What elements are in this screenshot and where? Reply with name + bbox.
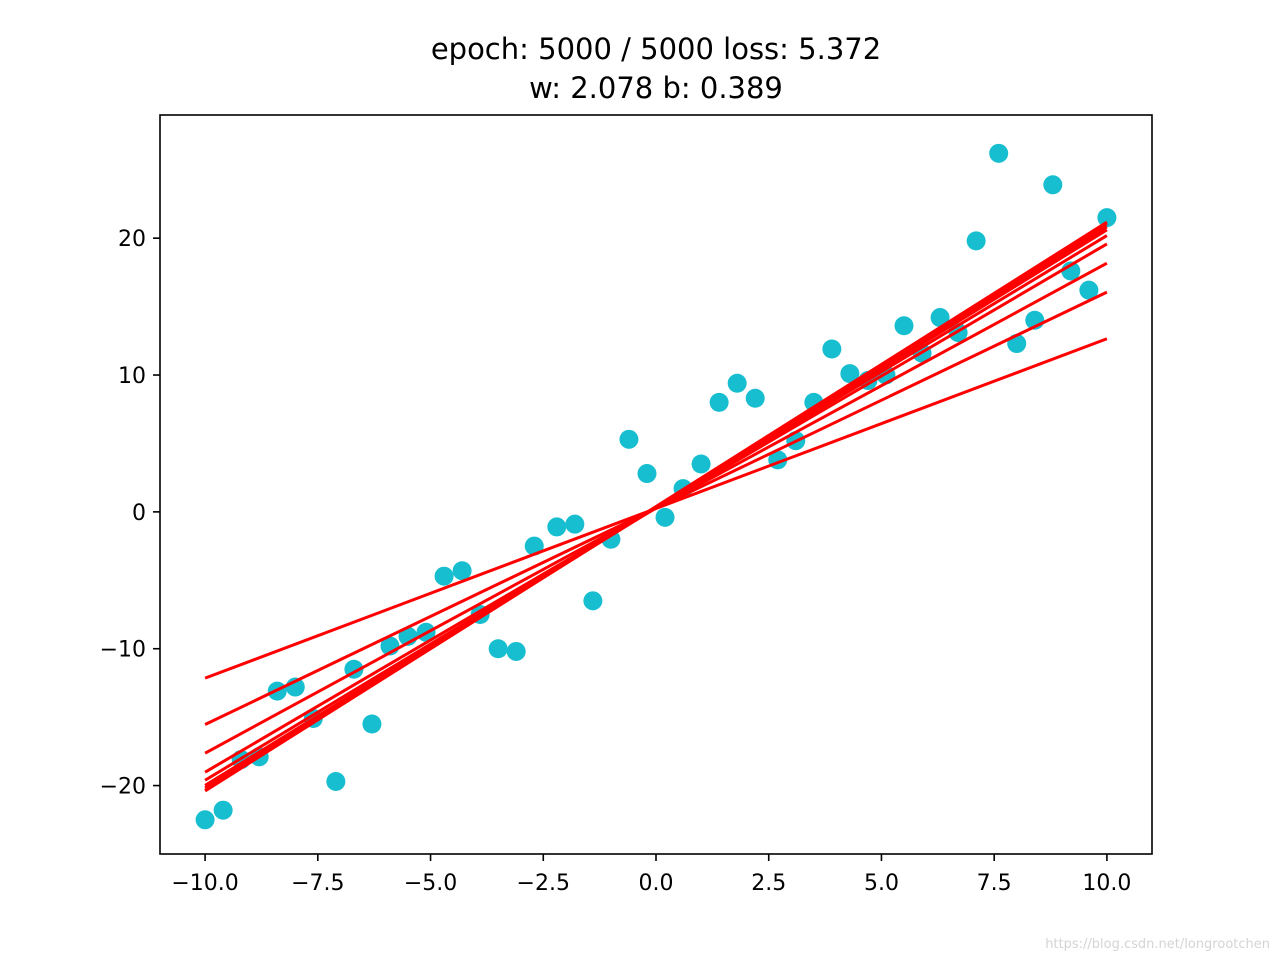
scatter-point	[488, 639, 508, 659]
scatter-point	[966, 231, 986, 251]
scatter-point	[506, 641, 526, 661]
y-tick-label: 20	[118, 227, 146, 252]
scatter-point	[1079, 280, 1099, 300]
scatter-point	[326, 771, 346, 791]
watermark-text: https://blog.csdn.net/longrootchen	[1045, 937, 1270, 952]
scatter-point	[434, 566, 454, 586]
x-tick-label: −5.0	[404, 871, 457, 896]
scatter-point	[1097, 208, 1117, 228]
y-axis: −20 −10 0 10 20	[100, 227, 160, 800]
scatter-point	[547, 517, 567, 537]
plot-content	[195, 143, 1117, 830]
plot-frame	[159, 114, 1153, 855]
y-tick-label: 10	[118, 364, 146, 389]
scatter-point	[637, 464, 657, 484]
scatter-point	[1043, 175, 1063, 195]
x-tick-label: −2.5	[517, 871, 570, 896]
scatter-point	[195, 810, 215, 830]
scatter-point	[565, 514, 585, 534]
scatter-point	[840, 364, 860, 384]
y-tick-label: 0	[132, 501, 146, 526]
y-tick-label: −20	[100, 775, 146, 800]
x-tick-label: −10.0	[171, 871, 238, 896]
x-axis: −10.0 −7.5 −5.0 −2.5 0.0 2.5 5.0 7.5 10.0	[171, 854, 1131, 896]
scatter-point	[362, 714, 382, 734]
scatter-point	[655, 507, 675, 527]
x-tick-label: 10.0	[1082, 871, 1131, 896]
scatter-point	[213, 800, 233, 820]
scatter-point	[619, 429, 639, 449]
scatter-point	[524, 536, 544, 556]
x-tick-label: 7.5	[977, 871, 1012, 896]
scatter-point	[709, 392, 729, 412]
scatter-point	[691, 454, 711, 474]
x-tick-label: −7.5	[291, 871, 344, 896]
x-tick-label: 0.0	[639, 871, 674, 896]
x-tick-label: 2.5	[751, 871, 786, 896]
fit-line-9	[204, 220, 1108, 793]
scatter-point	[583, 591, 603, 611]
scatter-point	[727, 373, 747, 393]
scatter-point	[894, 316, 914, 336]
scatter-point	[452, 561, 472, 581]
scatter-point	[989, 143, 1009, 163]
scatter-point	[930, 308, 950, 328]
chart-subtitle: w: 2.078 b: 0.389	[529, 71, 783, 105]
chart-title: epoch: 5000 / 5000 loss: 5.372	[431, 32, 881, 66]
y-tick-label: −10	[100, 638, 146, 663]
scatter-point	[745, 388, 765, 408]
scatter-point	[822, 339, 842, 359]
x-tick-label: 5.0	[864, 871, 899, 896]
